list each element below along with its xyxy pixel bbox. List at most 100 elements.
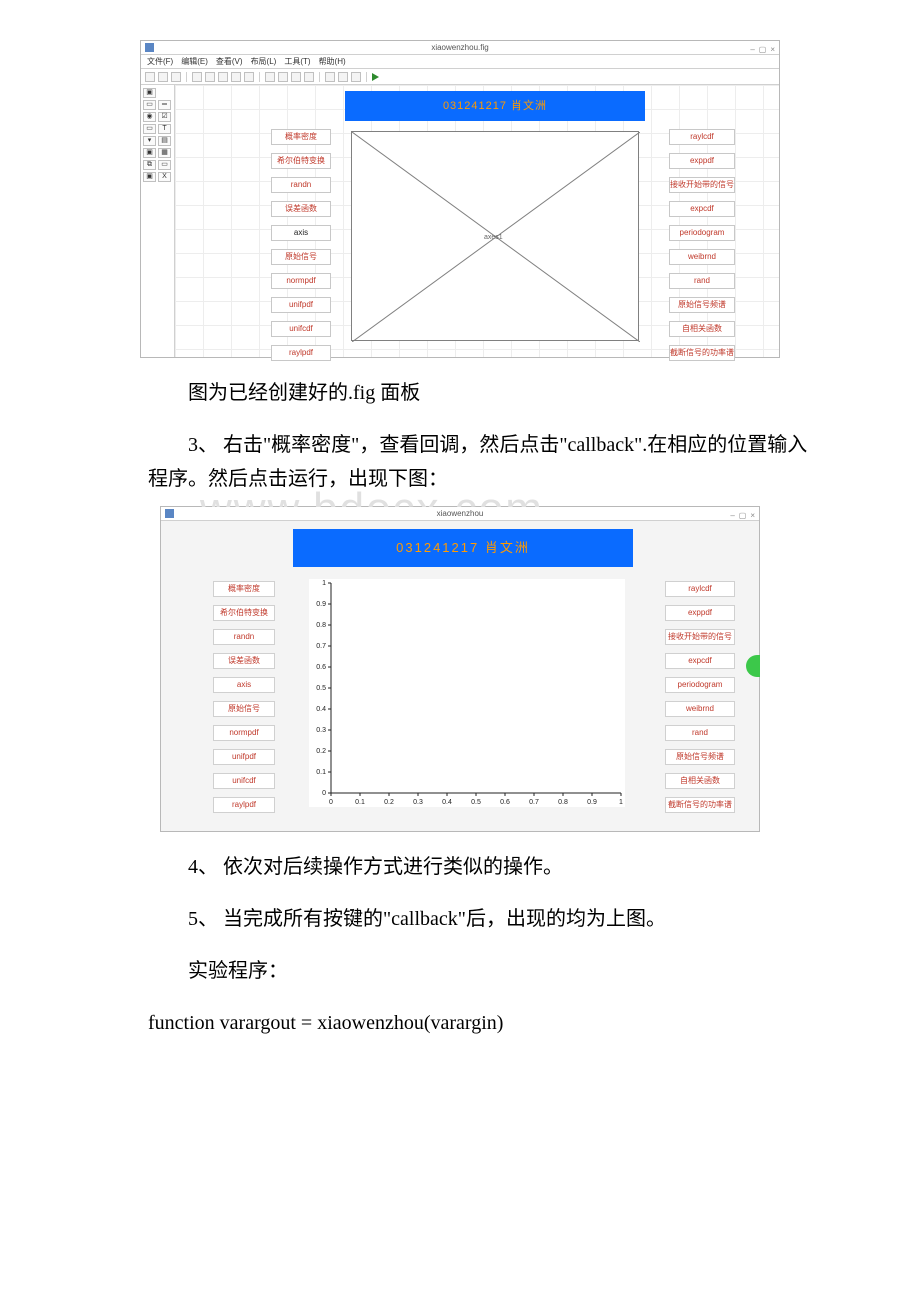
right-button[interactable]: raylcdf (665, 581, 735, 597)
left-button[interactable]: 概率密度 (271, 129, 331, 145)
right-button[interactable]: 原始信号频谱 (669, 297, 735, 313)
left-button[interactable]: axis (213, 677, 275, 693)
svg-text:0.9: 0.9 (316, 601, 326, 608)
right-button[interactable]: rand (669, 273, 735, 289)
palette-panel-icon[interactable]: ▭ (158, 160, 171, 170)
guide-canvas: 031241217 肖文洲axes1概率密度希尔伯特变换randn误差函数axi… (175, 85, 779, 357)
right-button[interactable]: 截断信号的功率谱 (669, 345, 735, 361)
left-button[interactable]: normpdf (213, 725, 275, 741)
axes-placeholder: axes1 (351, 131, 639, 341)
menu-tools[interactable]: 工具(T) (284, 55, 310, 69)
palette-toggle-icon[interactable]: ▣ (143, 148, 156, 158)
tool-tab-icon[interactable] (291, 72, 301, 82)
left-button[interactable]: 希尔伯特变换 (271, 153, 331, 169)
left-button[interactable]: unifcdf (213, 773, 275, 789)
right-button[interactable]: expcdf (669, 201, 735, 217)
right-button[interactable]: expcdf (665, 653, 735, 669)
window-buttons: – ▢ × (750, 43, 775, 57)
palette-checkbox-icon[interactable]: ☑ (158, 112, 171, 122)
palette-pushbutton-icon[interactable]: ▭ (143, 100, 156, 110)
tool-align-icon[interactable] (265, 72, 275, 82)
right-button[interactable]: weibrnd (669, 249, 735, 265)
tool-new-icon[interactable] (145, 72, 155, 82)
tool-menu-icon[interactable] (278, 72, 288, 82)
tool-open-icon[interactable] (158, 72, 168, 82)
right-button[interactable]: exppdf (669, 153, 735, 169)
guide-body: ▣ ▭ ═ ◉ ☑ ▭ T ▾ ▤ (141, 85, 779, 357)
window-icon (145, 43, 154, 52)
palette-radio-icon[interactable]: ◉ (143, 112, 156, 122)
tool-browser-icon[interactable] (351, 72, 361, 82)
svg-text:0.4: 0.4 (316, 706, 326, 713)
left-button[interactable]: normpdf (271, 273, 331, 289)
tool-inspector-icon[interactable] (338, 72, 348, 82)
svg-text:0.6: 0.6 (500, 799, 510, 806)
svg-text:0.5: 0.5 (471, 799, 481, 806)
run-titlebar: xiaowenzhou – ▢ × (161, 507, 759, 521)
left-button[interactable]: unifpdf (271, 297, 331, 313)
guide-title: xiaowenzhou.fig (431, 41, 488, 55)
menu-edit[interactable]: 编辑(E) (181, 55, 208, 69)
tool-redo-icon[interactable] (244, 72, 254, 82)
toolbar-separator (259, 72, 260, 82)
tool-editor-icon[interactable] (325, 72, 335, 82)
right-button[interactable]: 自相关函数 (669, 321, 735, 337)
tool-save-icon[interactable] (171, 72, 181, 82)
run-icon[interactable] (372, 73, 379, 81)
right-button[interactable]: rand (665, 725, 735, 741)
left-button[interactable]: axis (271, 225, 331, 241)
right-button[interactable]: 自相关函数 (665, 773, 735, 789)
left-button[interactable]: 原始信号 (271, 249, 331, 265)
menu-file[interactable]: 文件(F) (147, 55, 173, 69)
left-button[interactable]: 误差函数 (213, 653, 275, 669)
right-button[interactable]: periodogram (669, 225, 735, 241)
svg-text:0.1: 0.1 (316, 769, 326, 776)
left-button[interactable]: raylpdf (271, 345, 331, 361)
tool-copy-icon[interactable] (205, 72, 215, 82)
left-button[interactable]: raylpdf (213, 797, 275, 813)
right-button[interactable]: raylcdf (669, 129, 735, 145)
component-palette: ▣ ▭ ═ ◉ ☑ ▭ T ▾ ▤ (141, 85, 175, 357)
menu-layout[interactable]: 布局(L) (251, 55, 277, 69)
palette-table-icon[interactable]: ▦ (158, 148, 171, 158)
tool-undo-icon[interactable] (231, 72, 241, 82)
left-button[interactable]: randn (213, 629, 275, 645)
left-button[interactable]: randn (271, 177, 331, 193)
tool-toolbar-icon[interactable] (304, 72, 314, 82)
right-button[interactable]: 接收开始带的信号 (665, 629, 735, 645)
palette-text-icon[interactable]: T (158, 124, 171, 134)
palette-select-tool[interactable]: ▣ (143, 88, 156, 98)
toolbar-separator (186, 72, 187, 82)
left-button[interactable]: unifpdf (213, 749, 275, 765)
right-button[interactable]: 截断信号的功率谱 (665, 797, 735, 813)
palette-axes-icon[interactable]: ⧉ (143, 160, 156, 170)
menu-help[interactable]: 帮助(H) (319, 55, 346, 69)
left-button[interactable]: unifcdf (271, 321, 331, 337)
palette-activex-icon[interactable]: X (158, 172, 171, 182)
palette-listbox-icon[interactable]: ▤ (158, 136, 171, 146)
menu-view[interactable]: 查看(V) (216, 55, 243, 69)
max-button[interactable]: ▢ (759, 43, 767, 57)
tool-paste-icon[interactable] (218, 72, 228, 82)
guide-window: xiaowenzhou.fig – ▢ × 文件(F) 编辑(E) 查看(V) … (140, 40, 780, 358)
tool-cut-icon[interactable] (192, 72, 202, 82)
palette-slider-icon[interactable]: ═ (158, 100, 171, 110)
min-button[interactable]: – (750, 43, 754, 57)
right-button[interactable]: 原始信号频谱 (665, 749, 735, 765)
para-step-4: 4、 依次对后续操作方式进行类似的操作。 (148, 850, 820, 884)
run-body: 031241217 肖文洲00.10.20.30.40.50.60.70.80.… (161, 521, 759, 831)
right-button[interactable]: periodogram (665, 677, 735, 693)
left-button[interactable]: 误差函数 (271, 201, 331, 217)
right-button[interactable]: exppdf (665, 605, 735, 621)
right-button[interactable]: 接收开始带的信号 (669, 177, 735, 193)
code-line: function varargout = xiaowenzhou(varargi… (148, 1006, 820, 1040)
svg-text:0.7: 0.7 (316, 643, 326, 650)
left-button[interactable]: 原始信号 (213, 701, 275, 717)
palette-edit-icon[interactable]: ▭ (143, 124, 156, 134)
left-button[interactable]: 概率密度 (213, 581, 275, 597)
right-button[interactable]: weibrnd (665, 701, 735, 717)
palette-popup-icon[interactable]: ▾ (143, 136, 156, 146)
palette-buttongroup-icon[interactable]: ▣ (143, 172, 156, 182)
close-button[interactable]: × (770, 43, 775, 57)
left-button[interactable]: 希尔伯特变换 (213, 605, 275, 621)
